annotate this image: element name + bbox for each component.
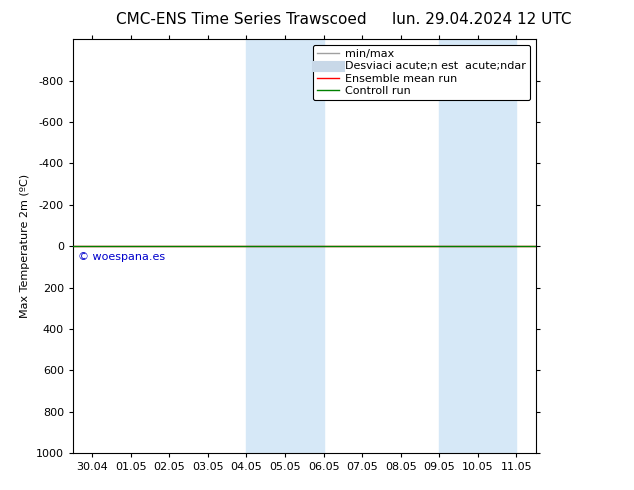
Bar [439,39,478,453]
Text: lun. 29.04.2024 12 UTC: lun. 29.04.2024 12 UTC [392,12,572,27]
Bar [478,39,517,453]
Y-axis label: Max Temperature 2m (ºC): Max Temperature 2m (ºC) [20,174,30,318]
Text: CMC-ENS Time Series Trawscoed: CMC-ENS Time Series Trawscoed [115,12,366,27]
Bar [285,39,323,453]
Legend: min/max, Desviaci acute;n est  acute;ndar, Ensemble mean run, Controll run: min/max, Desviaci acute;n est acute;ndar… [313,45,530,100]
Bar [247,39,285,453]
Text: © woespana.es: © woespana.es [77,251,165,262]
